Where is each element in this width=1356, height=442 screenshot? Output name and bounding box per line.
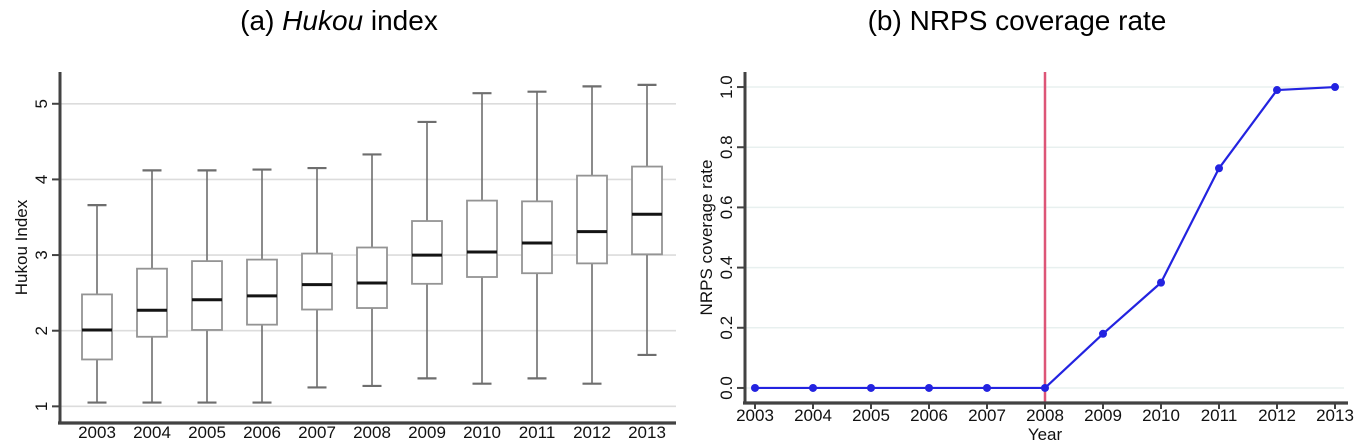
- boxplots: [81, 83, 663, 404]
- x-tick-label-2009: 2009: [1084, 406, 1122, 425]
- x-tick-label-2003: 2003: [736, 406, 774, 425]
- y-tick-label-0.6: 0.6: [717, 196, 736, 220]
- y-tick-label-4: 4: [32, 175, 51, 184]
- x-tick-label-2005: 2005: [852, 406, 890, 425]
- x-tick-label-2003: 2003: [78, 423, 116, 442]
- box-2004: [136, 169, 168, 404]
- iqr-box-2006: [246, 258, 278, 326]
- x-tick-label-2006: 2006: [243, 423, 281, 442]
- x-tick-label-2013: 2013: [1316, 406, 1354, 425]
- box-2008: [356, 153, 388, 388]
- x-tick-label-2013: 2013: [628, 423, 666, 442]
- y-tick-label-1.0: 1.0: [717, 75, 736, 99]
- box-2005: [191, 169, 223, 404]
- box-2007: [301, 166, 333, 389]
- x-tick-label-2012: 2012: [1258, 406, 1296, 425]
- y-tick-label-0.4: 0.4: [717, 256, 736, 280]
- x-tick-labels: 2003 2004 2005 2006 2007 2008 2009 2010 2011 2012…: [78, 423, 666, 442]
- x-ticks: 2003 2004 2005 2006 2007 2008 2009 2010 2011 2012…: [736, 403, 1354, 425]
- box-2011: [521, 90, 553, 380]
- point-2005: [867, 383, 875, 392]
- y-tick-label-0.2: 0.2: [717, 316, 736, 340]
- panel-hukou-index: (a) Hukou index 1 2 3 4 5 2003 2004 2005 2006 200…: [0, 4, 678, 442]
- point-2012: [1273, 86, 1281, 95]
- point-2003: [751, 383, 759, 392]
- x-axis-label: Year: [1028, 425, 1063, 442]
- point-2008: [1041, 383, 1049, 392]
- x-tick-label-2004: 2004: [133, 423, 171, 442]
- nrps-panel-title: (b) NRPS coverage rate: [678, 4, 1356, 38]
- x-tick-label-2007: 2007: [298, 423, 336, 442]
- box-2013: [631, 83, 663, 357]
- y-ticks: 0.0 0.2 0.4 0.6 0.8 1.0: [717, 75, 745, 400]
- x-tick-label-2005: 2005: [188, 423, 226, 442]
- x-tick-label-2010: 2010: [1142, 406, 1180, 425]
- iqr-box-2012: [576, 174, 608, 265]
- hukou-title-suffix: index: [363, 5, 438, 36]
- x-tick-label-2006: 2006: [910, 406, 948, 425]
- iqr-box-2007: [301, 252, 333, 311]
- y-ticks: 1 2 3 4 5: [32, 99, 60, 411]
- point-2009: [1099, 329, 1107, 338]
- y-tick-label-5: 5: [32, 99, 51, 108]
- x-tick-label-2011: 2011: [519, 423, 556, 442]
- box-2006: [246, 168, 278, 404]
- iqr-box-2005: [191, 260, 223, 331]
- nrps-title-text: (b) NRPS coverage rate: [867, 5, 1167, 36]
- iqr-box-2013: [631, 165, 663, 256]
- point-2010: [1157, 278, 1165, 287]
- iqr-box-2004: [136, 267, 168, 338]
- iqr-box-2009: [411, 220, 443, 285]
- x-tick-label-2008: 2008: [1026, 406, 1064, 425]
- hukou-title-italic: Hukou: [282, 5, 364, 36]
- box-2010: [466, 92, 498, 385]
- hukou-panel-title: (a) Hukou index: [0, 4, 678, 38]
- y-axis-label: NRPS coverage rate: [697, 160, 716, 316]
- point-2013: [1331, 83, 1339, 92]
- point-2004: [809, 383, 817, 392]
- box-2012: [576, 85, 608, 385]
- y-tick-label-0.8: 0.8: [717, 135, 736, 159]
- point-2011: [1215, 164, 1223, 173]
- point-2006: [925, 383, 933, 392]
- point-2007: [983, 383, 991, 392]
- x-tick-label-2012: 2012: [573, 423, 611, 442]
- iqr-box-2011: [521, 200, 553, 275]
- iqr-box-2008: [356, 246, 388, 309]
- x-tick-label-2009: 2009: [408, 423, 446, 442]
- iqr-box-2010: [466, 199, 498, 278]
- x-tick-label-2010: 2010: [463, 423, 501, 442]
- y-axis-label: Hukou Index: [12, 199, 31, 295]
- hukou-title-prefix: (a): [240, 5, 283, 36]
- x-tick-label-2011: 2011: [1201, 406, 1238, 425]
- y-tick-label-3: 3: [32, 250, 51, 259]
- hukou-boxplot-chart: 1 2 3 4 5 2003 2004 2005 2006 2007 2008 2009 2010 201…: [12, 72, 676, 442]
- box-2009: [411, 120, 443, 380]
- x-tick-label-2004: 2004: [794, 406, 832, 425]
- data-points: [751, 83, 1339, 392]
- y-tick-label-1: 1: [32, 402, 51, 411]
- box-2003: [81, 204, 113, 404]
- x-tick-label-2007: 2007: [968, 406, 1006, 425]
- panel-nrps-coverage: (b) NRPS coverage rate 0.0 0.2 0.4 0.6 0.8 1.…: [678, 0, 1356, 442]
- iqr-box-2003: [81, 293, 113, 361]
- y-tick-label-0.0: 0.0: [717, 376, 736, 400]
- x-tick-label-2008: 2008: [353, 423, 391, 442]
- y-tick-label-2: 2: [32, 326, 51, 335]
